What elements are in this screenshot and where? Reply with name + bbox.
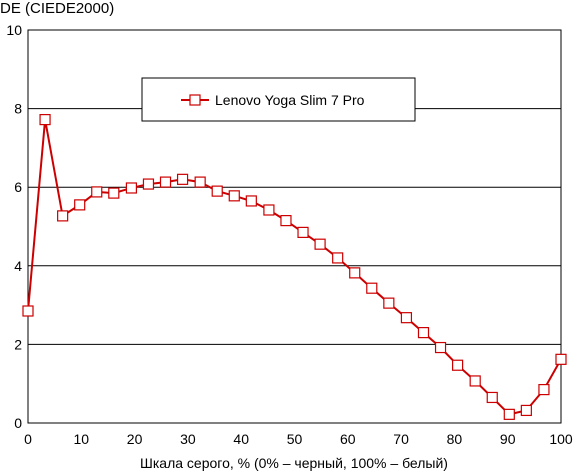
- data-point-marker: [349, 267, 361, 279]
- x-tick-label: 100: [549, 431, 573, 447]
- data-point-marker: [211, 185, 223, 197]
- series-lenovo-yoga-slim-7-pro: [22, 114, 567, 420]
- data-point-marker: [486, 391, 498, 404]
- data-point-marker: [434, 341, 447, 354]
- x-tick-label: 30: [180, 431, 196, 447]
- x-tick-label: 60: [340, 431, 356, 447]
- data-point-marker: [451, 359, 464, 371]
- x-tick-label: 20: [127, 431, 143, 447]
- y-tick-label: 10: [6, 22, 22, 38]
- data-point-marker: [383, 297, 395, 309]
- data-point-marker: [503, 408, 515, 420]
- y-tick-label: 6: [14, 179, 22, 195]
- data-point-marker: [314, 238, 326, 250]
- data-point-marker: [555, 353, 567, 365]
- data-point-marker: [22, 305, 34, 317]
- data-point-marker: [228, 190, 240, 202]
- data-point-marker: [142, 178, 155, 190]
- x-tick-label: 0: [24, 431, 32, 447]
- series-line: [27, 119, 562, 416]
- data-point-marker: [297, 226, 309, 238]
- data-point-marker: [263, 204, 275, 216]
- data-point-marker: [400, 312, 413, 324]
- x-tick-label: 40: [233, 431, 249, 447]
- data-point-marker: [125, 182, 138, 194]
- data-point-marker: [91, 186, 103, 198]
- x-axis-label: Шкала серого, % (0% – черный, 100% – бел…: [140, 455, 448, 471]
- x-tick-label: 70: [393, 431, 409, 447]
- data-point-marker: [332, 252, 344, 264]
- data-point-marker: [108, 187, 120, 199]
- data-point-marker: [57, 210, 69, 222]
- data-point-marker: [469, 375, 481, 387]
- y-tick-label: 8: [14, 101, 22, 117]
- data-point-marker: [520, 404, 532, 417]
- plot-area-border: [27, 29, 562, 424]
- x-tick-label: 10: [74, 431, 90, 447]
- x-tick-label: 90: [500, 431, 516, 447]
- y-tick-label: 0: [14, 415, 22, 431]
- x-tick-labels: 0 10 20 30 40 50 60 70 80 90 100: [24, 431, 573, 447]
- data-point-marker: [245, 195, 257, 207]
- data-point-marker: [176, 173, 189, 185]
- data-point-marker: [366, 282, 378, 294]
- data-point-marker: [39, 114, 51, 126]
- y-tick-labels: 0 2 4 6 8 10: [6, 22, 22, 431]
- data-point-marker: [159, 176, 172, 188]
- x-tick-label: 50: [287, 431, 303, 447]
- data-point-marker: [417, 327, 430, 339]
- y-tick-label: 4: [14, 258, 22, 274]
- data-point-marker: [74, 199, 86, 211]
- x-tick-label: 80: [447, 431, 463, 447]
- data-point-marker: [194, 176, 206, 188]
- y-axis-label: DE (CIEDE2000): [0, 0, 114, 17]
- data-point-marker: [280, 215, 292, 227]
- legend-series-label: Lenovo Yoga Slim 7 Pro: [215, 92, 365, 108]
- data-point-marker: [538, 383, 550, 396]
- legend: Lenovo Yoga Slim 7 Pro: [141, 77, 416, 122]
- legend-marker-swatch: [189, 94, 201, 106]
- y-tick-label: 2: [14, 336, 22, 352]
